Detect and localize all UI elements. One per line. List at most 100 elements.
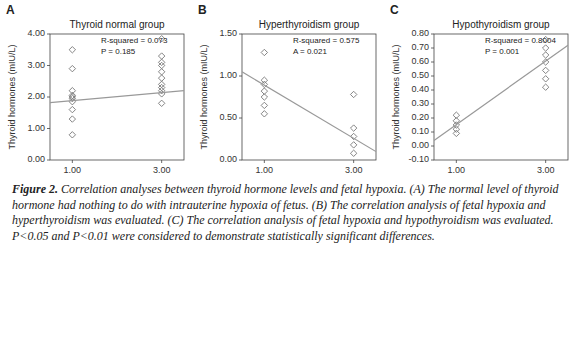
marks xyxy=(434,36,568,140)
panel-label: B xyxy=(198,3,207,17)
marks xyxy=(242,49,376,156)
y-tick-label: 0.20 xyxy=(411,112,429,122)
scatter-point xyxy=(158,75,164,81)
x-tick-label: 1.00 xyxy=(448,165,466,175)
y-tick xyxy=(431,104,434,105)
scatter-point xyxy=(69,47,75,53)
y-tick-label: 0.60 xyxy=(411,56,429,66)
y-tick-label: 0.80 xyxy=(411,28,429,38)
plot-frame xyxy=(242,34,376,160)
y-tick xyxy=(431,34,434,35)
regression-line xyxy=(434,45,568,140)
y-tick xyxy=(47,160,50,161)
chart: 0.00 1.00 2.00 3.00 4.00 1.00 3.00 Thyroid norm… xyxy=(0,0,576,178)
y-tick-label: 0.10 xyxy=(411,126,429,136)
scatter-point xyxy=(69,99,75,105)
scatter-point xyxy=(69,65,75,71)
scatter-point xyxy=(350,142,356,148)
x-tick xyxy=(161,160,162,163)
scatter-point xyxy=(542,67,548,73)
y-tick xyxy=(431,146,434,147)
plot-frame xyxy=(434,34,568,160)
x-tick-label: 3.00 xyxy=(153,165,171,175)
scatter-point xyxy=(158,53,164,59)
y-axis-label: Thyroid hormones (mIU/L) xyxy=(391,44,401,149)
scatter-point xyxy=(542,52,548,58)
scatter-point xyxy=(158,69,164,75)
y-tick-label: 0.00 xyxy=(219,154,237,164)
y-tick-label: 0.40 xyxy=(411,84,429,94)
y-tick xyxy=(431,48,434,49)
scatter-point xyxy=(261,94,267,100)
y-tick-label: 4.00 xyxy=(27,28,45,38)
scatter-point xyxy=(350,150,356,156)
y-tick xyxy=(431,118,434,119)
y-axis-label: Thyroid hormones (mIU/L) xyxy=(199,44,209,149)
x-tick xyxy=(353,160,354,163)
y-tick-label: 3.00 xyxy=(27,60,45,70)
y-tick-label: 1.00 xyxy=(219,70,237,80)
annotation-line: R-squared = 0.575 xyxy=(293,36,360,45)
annotation-line: R-squared = 0.073 xyxy=(101,36,168,45)
annotation-line: A = 0.021 xyxy=(293,47,328,56)
annotation: R-squared = 0.575 A = 0.021 xyxy=(293,36,360,56)
marks xyxy=(50,36,184,138)
y-tick-label: 0.00 xyxy=(27,154,45,164)
y-tick-label: 1.00 xyxy=(27,123,45,133)
y-tick xyxy=(47,97,50,98)
panel: 0.00 1.00 2.00 3.00 4.00 1.00 3.00 Thyroid norm… xyxy=(6,3,184,175)
y-tick xyxy=(431,90,434,91)
annotation: R-squared = 0.073 P = 0.185 xyxy=(101,36,168,56)
scatter-point xyxy=(69,116,75,122)
x-tick-label: 1.00 xyxy=(64,165,82,175)
y-tick xyxy=(239,34,242,35)
y-tick xyxy=(47,128,50,129)
caption: Figure 2. Correlation analyses between t… xyxy=(12,182,564,244)
y-tick xyxy=(431,160,434,161)
scatter-point xyxy=(261,111,267,117)
y-tick-label: 0.50 xyxy=(411,70,429,80)
scatter-point xyxy=(542,45,548,51)
panel-title: Thyroid normal group xyxy=(69,19,164,30)
y-tick-label: -0.10 xyxy=(408,154,429,164)
panel-label: A xyxy=(6,3,15,17)
y-tick xyxy=(431,132,434,133)
y-tick-label: 0.70 xyxy=(411,42,429,52)
y-tick xyxy=(431,76,434,77)
y-tick-label: 0.30 xyxy=(411,98,429,108)
x-tick xyxy=(545,160,546,163)
y-tick xyxy=(431,62,434,63)
panel: -0.10 0.00 0.10 0.20 0.30 0.40 0.50 0.60 0.70 0.8… xyxy=(390,3,568,175)
x-tick xyxy=(456,160,457,163)
scatter-point xyxy=(69,132,75,138)
y-tick-label: 0.00 xyxy=(411,140,429,150)
y-tick xyxy=(47,65,50,66)
scatter-point xyxy=(158,100,164,106)
scatter-point xyxy=(453,130,459,136)
x-tick-label: 1.00 xyxy=(256,165,274,175)
y-tick xyxy=(239,118,242,119)
regression-line xyxy=(242,72,376,152)
annotation-line: P = 0.001 xyxy=(485,47,520,56)
y-axis-label: Thyroid hormones (mIU/L) xyxy=(7,44,17,149)
scatter-point xyxy=(350,91,356,97)
y-tick-label: 2.00 xyxy=(27,91,45,101)
x-tick-label: 3.00 xyxy=(537,165,555,175)
y-tick-label: 0.50 xyxy=(219,112,237,122)
scatter-point xyxy=(69,88,75,94)
x-tick xyxy=(264,160,265,163)
x-tick-label: 3.00 xyxy=(345,165,363,175)
plot-frame xyxy=(50,34,184,160)
scatter-point xyxy=(261,102,267,108)
annotation-line: P = 0.185 xyxy=(101,47,136,56)
panel-label: C xyxy=(390,3,399,17)
scatter-point xyxy=(261,49,267,55)
scatter-point xyxy=(69,106,75,112)
regression-line xyxy=(50,91,184,103)
y-tick xyxy=(239,76,242,77)
caption-text: Correlation analyses between thyroid hor… xyxy=(12,182,559,243)
scatter-point xyxy=(453,126,459,132)
scatter-point xyxy=(261,77,267,83)
scatter-point xyxy=(158,91,164,97)
panel-title: Hyperthyroidism group xyxy=(259,19,360,30)
